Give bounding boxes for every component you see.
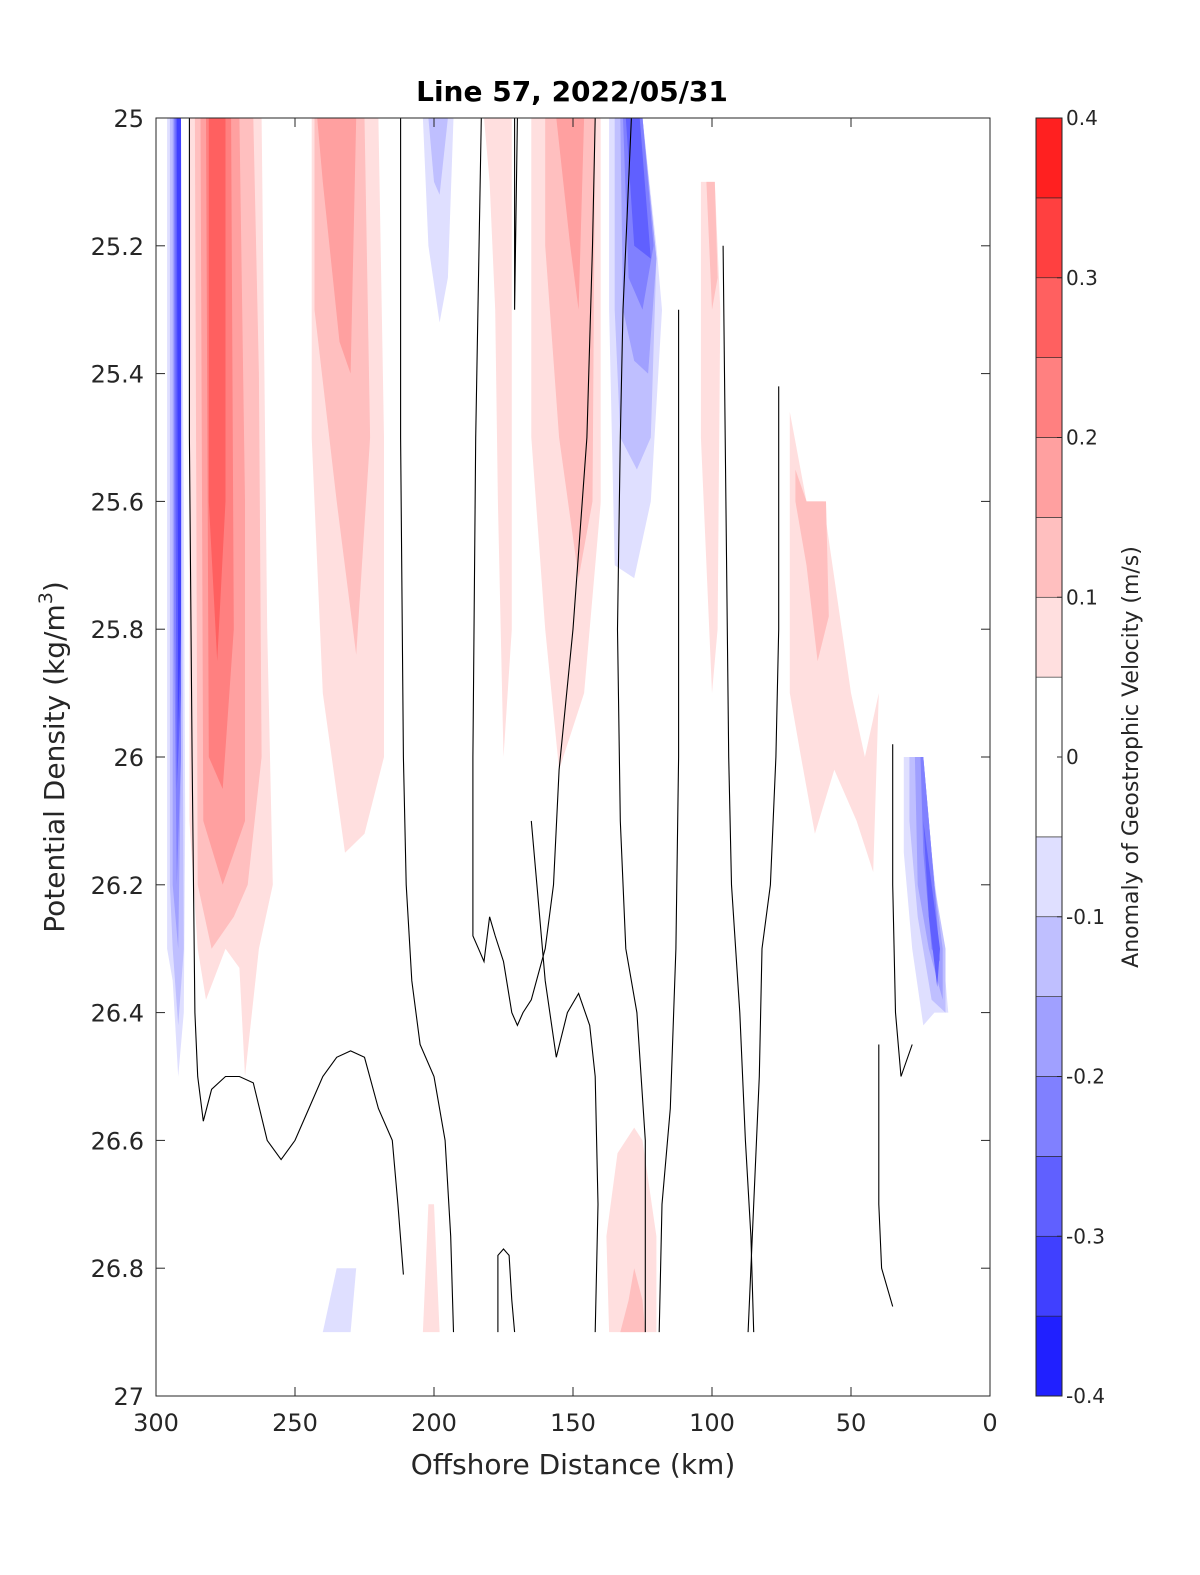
contour-region-6	[176, 118, 181, 725]
x-tick-label-1: 250	[272, 1409, 318, 1437]
colorbar-tick-label-2: 0.2	[1066, 426, 1098, 450]
y-tick-label-5: 26	[113, 744, 144, 772]
y-tick-label-10: 27	[113, 1383, 144, 1411]
colorbar-label: Anomaly of Geostrophic Velocity (m/s)	[1119, 546, 1144, 968]
colorbar-tick-label-6: -0.2	[1066, 1065, 1105, 1089]
colorbar-swatch-9	[1035, 517, 1063, 598]
y-axis-label-sup: 3	[35, 592, 57, 604]
colorbar-tick-label-5: -0.1	[1066, 905, 1105, 929]
y-tick-label-8: 26.6	[91, 1127, 144, 1155]
x-tick-label-0: 300	[133, 1409, 179, 1437]
colorbar-swatch-13	[1035, 197, 1063, 279]
y-tick-label-1: 25.2	[91, 233, 144, 261]
contour-region-41	[239, 1312, 262, 1333]
colorbar-swatch-1	[1035, 1235, 1063, 1317]
y-tick-label-7: 26.4	[91, 1000, 144, 1028]
colorbar-swatch-6	[1035, 836, 1063, 918]
contour-region-44	[606, 1127, 657, 1333]
colorbar-swatch-2	[1035, 1156, 1063, 1237]
colorbar-swatch-8	[1035, 596, 1063, 678]
y-axis-label: Potential Density (kg/m3)	[35, 581, 71, 933]
colorbar-tick-label-4: 0	[1066, 745, 1079, 769]
x-tick-label-6: 0	[982, 1409, 997, 1437]
contour-region-17	[428, 118, 448, 195]
filled-contours	[167, 118, 949, 1333]
y-tick-label-3: 25.6	[91, 488, 144, 516]
colorbar-swatch-3	[1035, 1076, 1063, 1157]
colorbar-tick-label-1: 0.3	[1066, 266, 1098, 290]
contour-region-21	[556, 118, 585, 310]
colorbar: 0.4 0.3 0.2 0.1 0 -0.1 -0.2 -0.3 -0.4	[1035, 106, 1105, 1408]
zero-contour-9	[747, 386, 780, 1333]
y-axis-label-tail: )	[38, 581, 71, 592]
y-tick-label-0: 25	[113, 105, 144, 133]
zero-contour-4	[497, 1248, 516, 1333]
x-axis: 300 250 200 150 100 50 0	[133, 118, 998, 1437]
zero-contour-7	[658, 309, 680, 1333]
x-tick-label-5: 50	[836, 1409, 867, 1437]
zero-contour-lines	[188, 118, 913, 1333]
colorbar-swatch-10	[1035, 437, 1063, 518]
zero-contour-6	[616, 118, 646, 1333]
zero-contour-11	[878, 1044, 894, 1307]
x-tick-label-4: 100	[689, 1409, 735, 1437]
contour-region-20	[545, 118, 596, 579]
colorbar-tick-label-3: 0.1	[1066, 585, 1098, 609]
zero-contour-0	[188, 118, 404, 1275]
zero-contour-10	[892, 744, 913, 1077]
contour-region-15	[400, 118, 479, 821]
colorbar-swatch-0	[1035, 1315, 1063, 1397]
contour-region-42	[422, 1204, 440, 1333]
contour-region-30	[745, 245, 774, 668]
contour-region-37	[920, 757, 940, 962]
y-tick-label-4: 25.8	[91, 616, 144, 644]
colorbar-swatch-12	[1035, 277, 1063, 358]
zero-contour-1	[400, 118, 455, 1333]
contour-region-29	[706, 181, 718, 310]
contour-region-39	[303, 1159, 379, 1333]
contour-region-38	[923, 820, 940, 987]
colorbar-swatch-5	[1035, 916, 1063, 997]
colorbar-swatch-14	[1035, 117, 1063, 199]
y-axis: 25 25.2 25.4 25.6 25.8 26 26.2 26.4 26.6 26.8 27	[91, 105, 990, 1411]
zero-contour-8	[722, 245, 755, 1333]
y-tick-label-9: 26.8	[91, 1255, 144, 1283]
colorbar-tick-label-0: 0.4	[1066, 106, 1098, 130]
contour-region-13	[314, 118, 371, 655]
colorbar-swatch-11	[1035, 357, 1063, 438]
contour-region-18	[484, 118, 512, 757]
contour-region-43	[545, 1191, 587, 1333]
x-axis-label: Offshore Distance (km)	[411, 1448, 736, 1481]
contour-region-40	[322, 1268, 357, 1333]
zero-contour-5	[530, 820, 599, 1333]
colorbar-swatch-4	[1035, 996, 1063, 1077]
contour-region-28	[700, 181, 721, 694]
colorbar-tick-label-8: -0.4	[1066, 1384, 1105, 1408]
contour-region-16	[422, 118, 454, 323]
contour-region-45	[620, 1268, 646, 1333]
colorbar-tick-label-7: -0.3	[1066, 1224, 1105, 1248]
contour-region-11	[208, 118, 226, 662]
zero-contour-3	[514, 118, 518, 310]
x-tick-label-2: 200	[411, 1409, 457, 1437]
contour-region-27	[625, 118, 651, 259]
y-tick-label-2: 25.4	[91, 361, 144, 389]
y-tick-label-6: 26.2	[91, 872, 144, 900]
contour-region-31	[789, 411, 879, 872]
chart-title: Line 57, 2022/05/31	[416, 75, 728, 108]
zero-contour-2	[472, 118, 596, 1027]
contour-region-32	[795, 469, 829, 662]
x-tick-label-3: 150	[550, 1409, 596, 1437]
contour-region-14	[317, 118, 357, 374]
y-axis-label-main: Potential Density (kg/m	[38, 604, 71, 933]
